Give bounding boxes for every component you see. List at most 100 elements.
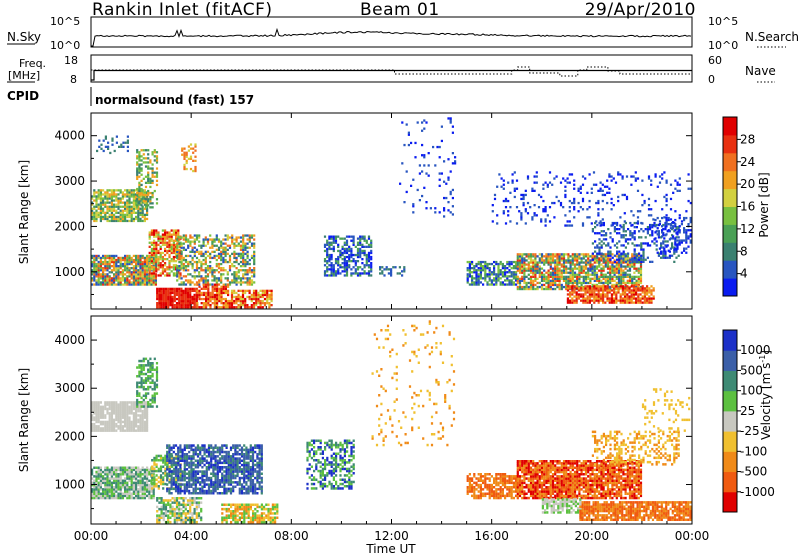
heatmap-cell — [104, 267, 107, 270]
heatmap-cell — [193, 287, 196, 290]
heatmap-cell — [136, 173, 139, 176]
heatmap-cell — [624, 281, 627, 285]
heatmap-cell — [180, 256, 183, 260]
heatmap-cell — [532, 271, 535, 274]
heatmap-cell — [248, 306, 251, 309]
heatmap-cell — [138, 169, 141, 172]
heatmap-cell — [394, 266, 397, 269]
heatmap-cell — [591, 277, 594, 280]
heatmap-cell — [536, 267, 539, 270]
heatmap-cell — [538, 265, 541, 268]
heatmap-cell — [189, 281, 192, 284]
heatmap-cell — [359, 249, 362, 253]
heatmap-cell — [189, 143, 193, 146]
heatmap-cell — [164, 287, 168, 290]
heatmap-cell — [139, 486, 142, 489]
heatmap-cell — [328, 258, 331, 261]
heatmap-cell — [367, 253, 371, 257]
heatmap-cell — [490, 262, 493, 266]
heatmap-cell — [202, 281, 205, 284]
heatmap-cell — [157, 258, 160, 261]
heatmap-cell — [184, 258, 188, 262]
heatmap-cell — [198, 258, 201, 262]
heatmap-cell — [117, 277, 120, 280]
heatmap-cell — [571, 289, 574, 292]
heatmap-cell — [326, 268, 329, 271]
heatmap-cell — [562, 257, 566, 260]
heatmap-cell — [113, 479, 116, 482]
heatmap-cell — [121, 193, 124, 196]
heatmap-cell — [189, 262, 192, 266]
heatmap-cell — [137, 256, 140, 260]
heatmap-cell — [93, 401, 96, 404]
heatmap-cell — [178, 248, 181, 251]
heatmap-cell — [139, 277, 142, 280]
heatmap-cell — [504, 222, 508, 225]
heatmap-cell — [527, 263, 530, 266]
heatmap-cell — [560, 271, 563, 274]
heatmap-cell — [180, 277, 183, 280]
heatmap-cell — [468, 262, 471, 266]
heatmap-cell — [121, 191, 124, 194]
heatmap-cell — [153, 233, 156, 236]
heatmap-cell — [164, 233, 167, 236]
heatmap-cell — [587, 259, 590, 262]
heatmap-cell — [573, 257, 577, 260]
heatmap-cell — [239, 265, 243, 268]
heatmap-cell — [152, 283, 155, 286]
heatmap-cell — [591, 295, 594, 298]
heatmap-cell — [202, 302, 205, 305]
heatmap-cell — [170, 247, 173, 251]
heatmap-cell — [113, 254, 116, 258]
heatmap-cell — [612, 204, 615, 207]
heatmap-cell — [211, 269, 214, 272]
heatmap-cell — [147, 198, 150, 201]
heatmap-cell — [182, 281, 185, 284]
heatmap-cell — [97, 490, 100, 493]
heatmap-cell — [184, 297, 187, 301]
heatmap-cell — [138, 200, 141, 203]
heatmap-cell — [185, 155, 188, 158]
heatmap-cell — [518, 287, 522, 291]
heatmap-cell — [421, 154, 424, 157]
heatmap-cell — [224, 299, 227, 303]
heatmap-cell — [566, 220, 569, 223]
heatmap-cell — [650, 297, 653, 300]
heatmap-cell — [543, 287, 546, 291]
heatmap-cell — [150, 249, 153, 253]
heatmap-cell — [617, 289, 620, 292]
heatmap-cell — [104, 496, 107, 500]
heatmap-cell — [93, 425, 96, 428]
heatmap-cell — [620, 279, 623, 282]
heatmap-cell — [191, 250, 194, 253]
heatmap-cell — [97, 466, 100, 469]
heatmap-cell — [237, 275, 240, 278]
heatmap-cell — [198, 244, 201, 247]
heatmap-cell — [600, 240, 603, 243]
heatmap-cell — [586, 291, 589, 294]
heatmap-cell — [250, 275, 254, 278]
heatmap-cell — [633, 271, 636, 274]
heatmap-cell — [110, 213, 113, 216]
heatmap-cell — [588, 285, 591, 288]
heatmap-cell — [619, 293, 622, 296]
heatmap-cell — [113, 205, 116, 208]
heatmap-cell — [387, 268, 390, 271]
heatmap-cell — [477, 275, 480, 278]
heatmap-cell — [209, 297, 212, 301]
heatmap-cell — [562, 285, 566, 289]
heatmap-cell — [93, 416, 96, 419]
heatmap-cell — [228, 256, 232, 260]
heatmap-cell — [479, 260, 482, 264]
heatmap-cell — [246, 252, 249, 255]
heatmap-cell — [551, 287, 555, 291]
heatmap-cell — [540, 218, 543, 221]
heatmap-cell — [664, 240, 667, 243]
heatmap-cell — [334, 239, 338, 242]
heatmap-cell — [606, 185, 609, 188]
heatmap-cell — [186, 295, 190, 299]
heatmap-cell — [591, 252, 594, 255]
heatmap-cell — [588, 297, 591, 300]
heatmap-cell — [242, 254, 245, 258]
heatmap-cell — [639, 299, 642, 302]
